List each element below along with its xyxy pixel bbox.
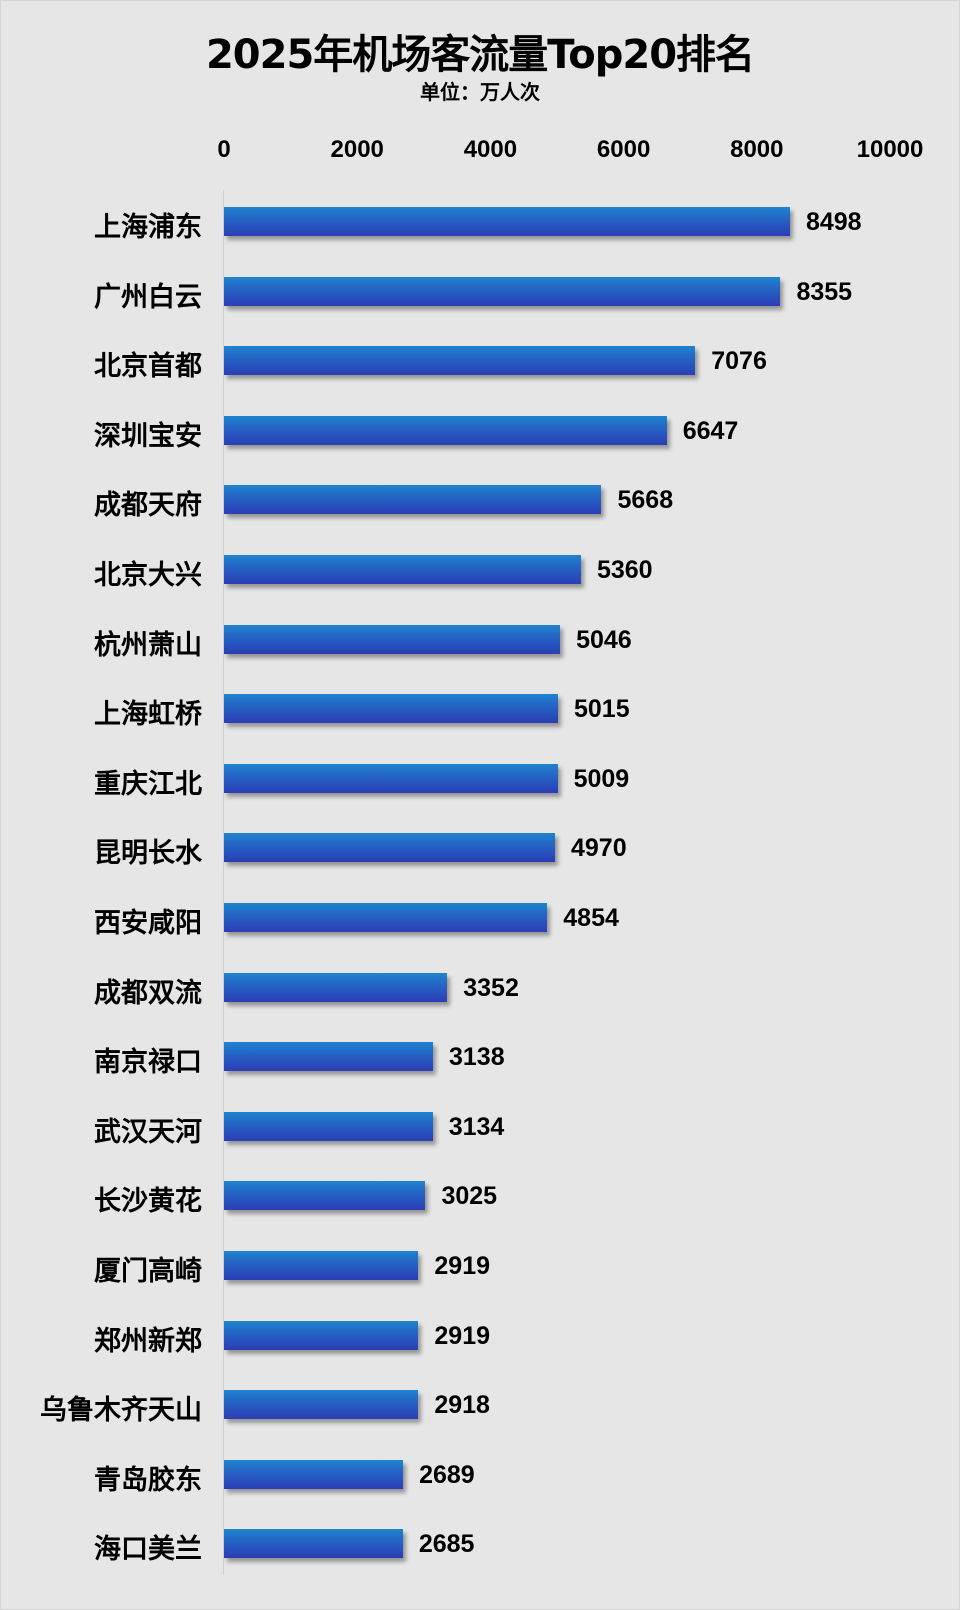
bar [224, 972, 448, 1002]
value-label: 3352 [463, 973, 519, 1002]
bar [224, 485, 602, 515]
category-label: 北京首都 [94, 351, 202, 383]
category-label: 上海虹桥 [94, 699, 202, 731]
category-label: 武汉天河 [94, 1116, 202, 1148]
bar-row: 重庆江北 5009 [0, 760, 960, 800]
bar-row: 上海虹桥 5015 [0, 690, 960, 730]
x-tick-label: 6000 [596, 136, 651, 163]
category-label: 成都天府 [94, 490, 202, 522]
bar [224, 833, 555, 863]
value-label: 2685 [418, 1530, 475, 1559]
bar [224, 1111, 433, 1141]
chart-subtitle: 单位：万人次 [420, 80, 540, 104]
bar [224, 415, 667, 445]
category-label: 重庆江北 [94, 768, 202, 800]
value-label: 2689 [419, 1460, 475, 1489]
value-label: 4854 [563, 904, 619, 932]
bar-row: 上海浦东 8498 [0, 203, 960, 243]
category-label: 南京禄口 [94, 1047, 202, 1079]
value-label: 2918 [434, 1391, 490, 1420]
bar-row: 南京禄口 3138 [0, 1038, 960, 1078]
value-label: 5668 [617, 486, 674, 515]
bar [224, 276, 781, 306]
value-label: 7076 [711, 347, 767, 376]
category-label: 昆明长水 [94, 838, 202, 870]
value-label: 5015 [573, 695, 630, 724]
category-label: 乌鲁木齐天山 [40, 1395, 202, 1427]
category-label: 西安咸阳 [94, 908, 202, 939]
bar-row: 昆明长水 4970 [0, 829, 960, 869]
bar [224, 1181, 426, 1211]
bar-row: 乌鲁木齐天山 2918 [0, 1386, 960, 1426]
value-label: 8355 [796, 277, 853, 306]
bar-row: 长沙黄花 3025 [0, 1177, 960, 1217]
bar [224, 555, 581, 584]
chart-title: 2025年机场客流量Top20排名 [205, 32, 755, 78]
bar-row: 郑州新郑 2919 [0, 1317, 960, 1357]
category-label: 青岛胶东 [94, 1464, 202, 1496]
value-label: 3138 [448, 1043, 505, 1072]
bar-row: 杭州萧山 5046 [0, 621, 960, 661]
bar-row: 厦门高崎 2919 [0, 1247, 960, 1287]
bar-row: 成都天府 5668 [0, 481, 960, 521]
bar [224, 1320, 419, 1350]
value-label: 5009 [573, 764, 630, 793]
category-label: 长沙黄花 [94, 1186, 202, 1218]
y-axis-line [223, 190, 224, 1575]
bar-row: 武汉天河 3134 [0, 1108, 960, 1148]
bar [224, 1251, 419, 1280]
bar-row: 海口美兰 2685 [0, 1525, 960, 1565]
bar [224, 1459, 404, 1489]
value-label: 8498 [805, 208, 862, 236]
bar-row: 青岛胶东 2689 [0, 1456, 960, 1496]
bar-row: 广州白云 8355 [0, 273, 960, 313]
x-tick-label: 8000 [730, 136, 784, 163]
category-label: 深圳宝安 [94, 420, 202, 452]
value-label: 2919 [434, 1321, 491, 1350]
bar [224, 1529, 403, 1559]
value-label: 3025 [441, 1182, 498, 1211]
value-label: 5360 [596, 556, 653, 584]
bar-row: 北京首都 7076 [0, 342, 960, 382]
bar [224, 346, 696, 376]
bar [224, 1042, 433, 1072]
bar-row: 成都双流 3352 [0, 969, 960, 1009]
bar [224, 903, 548, 932]
category-label: 北京大兴 [94, 560, 202, 591]
bar-row: 西安咸阳 4854 [0, 899, 960, 939]
bar [224, 694, 558, 724]
bar-row: 深圳宝安 6647 [0, 412, 960, 452]
category-label: 上海浦东 [94, 212, 202, 243]
value-label: 3134 [448, 1112, 505, 1141]
category-label: 郑州新郑 [94, 1325, 202, 1357]
category-label: 成都双流 [94, 977, 202, 1009]
x-tick-label: 4000 [463, 136, 518, 163]
category-label: 杭州萧山 [94, 629, 202, 661]
bar [224, 207, 790, 236]
x-tick-label: 0 [217, 136, 231, 163]
x-tick-label: 10000 [856, 136, 924, 163]
bar [224, 763, 558, 793]
category-label: 海口美兰 [94, 1534, 202, 1566]
value-label: 5046 [576, 625, 632, 654]
category-label: 厦门高崎 [94, 1256, 202, 1287]
bar [224, 624, 561, 654]
bar [224, 1390, 419, 1420]
value-label: 6647 [682, 416, 739, 445]
category-label: 广州白云 [94, 281, 202, 313]
value-label: 2919 [434, 1252, 491, 1280]
bar-row: 北京大兴 5360 [0, 551, 960, 591]
x-tick-label: 2000 [330, 136, 384, 163]
value-label: 4970 [571, 834, 627, 863]
